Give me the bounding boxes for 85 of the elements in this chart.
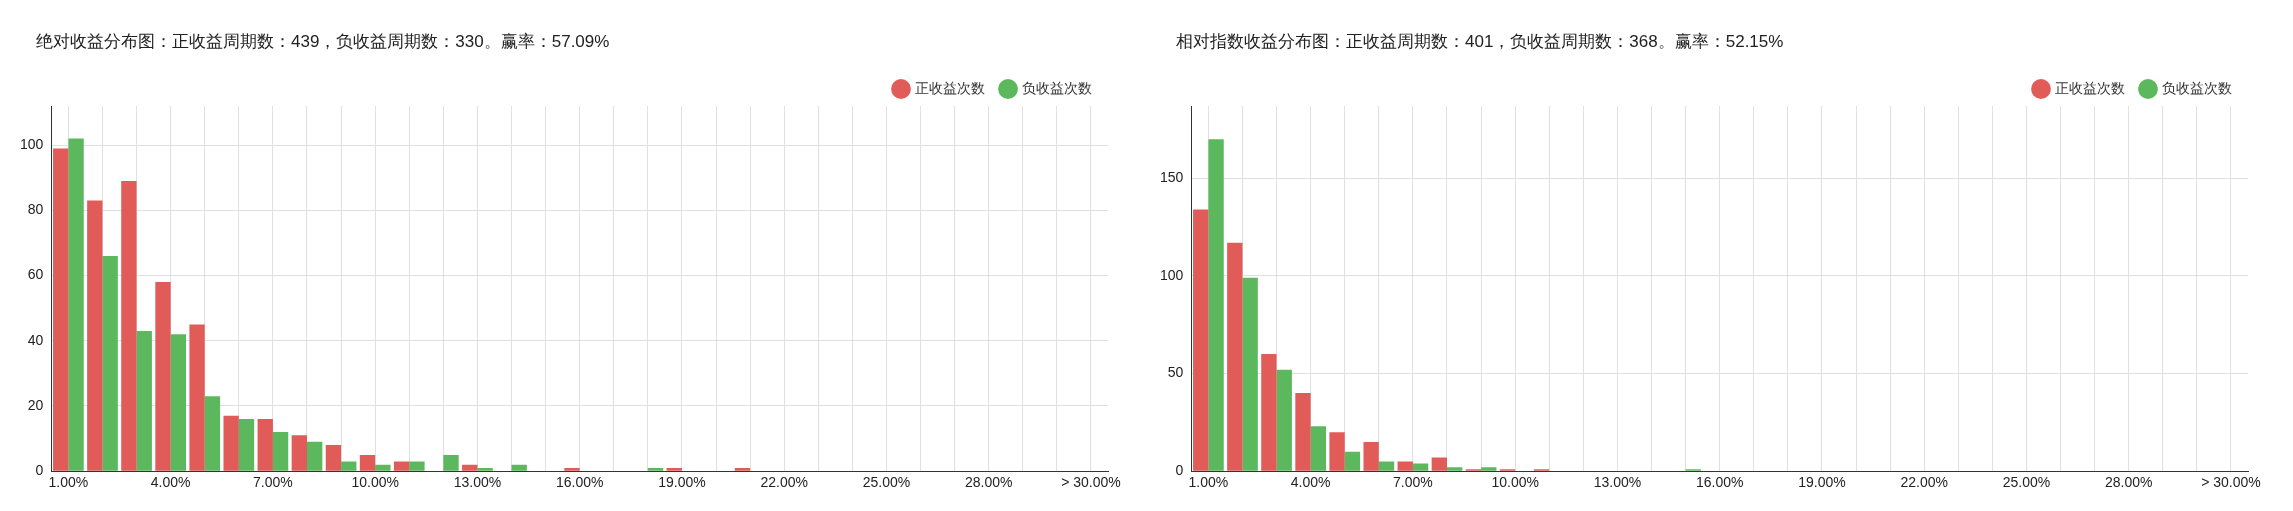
bar: [511, 464, 527, 471]
x-tick-label: 4.00%: [1290, 474, 1331, 491]
x-tick-label: > 30.00%: [2201, 474, 2261, 491]
x-tick-label: 7.00%: [1393, 474, 1433, 491]
x-tick-label: 4.00%: [150, 474, 191, 491]
bar: [1481, 467, 1497, 471]
bar: [87, 200, 103, 471]
bar: [155, 282, 171, 471]
y-tick-label: 50: [1167, 364, 1184, 381]
x-tick-label: 16.00%: [1695, 474, 1744, 491]
x-tick-label: 22.00%: [1900, 474, 1948, 491]
x-tick-label: 22.00%: [760, 474, 808, 491]
bar: [238, 419, 255, 471]
bar: [257, 419, 273, 471]
bar: [1276, 369, 1292, 471]
x-tick-label: 28.00%: [2104, 474, 2153, 491]
bar: [1431, 457, 1447, 471]
bar: [477, 467, 493, 471]
bar: [136, 330, 152, 471]
bar: [1208, 139, 1224, 471]
y-tick-label: 0: [35, 462, 44, 479]
y-tick-label: 80: [27, 201, 44, 218]
y-tick-label: 20: [27, 396, 44, 413]
bar: [1227, 242, 1243, 471]
x-tick-label: 13.00%: [1593, 474, 1642, 491]
bar: [341, 461, 357, 471]
y-tick-label: 100: [20, 135, 44, 152]
bar: [325, 445, 342, 471]
y-tick-label: 150: [1160, 169, 1184, 186]
x-tick-label: 7.00%: [253, 474, 293, 491]
y-tick-label: 60: [27, 266, 44, 283]
bar: [1242, 277, 1258, 471]
bar: [1447, 467, 1463, 471]
bar: [734, 467, 751, 471]
chart-title: 相对指数收益分布图：正收益周期数：401，负收益周期数：368。赢率：52.15%: [1175, 31, 1785, 53]
bar: [307, 441, 323, 471]
bar: [462, 464, 478, 471]
y-tick-label: 40: [27, 331, 44, 348]
bar: [393, 461, 410, 471]
bar: [647, 467, 664, 471]
bar: [1363, 441, 1379, 471]
bar: [1329, 432, 1345, 471]
x-tick-label: 13.00%: [453, 474, 502, 491]
bar: [1412, 463, 1429, 471]
x-tick-label: 25.00%: [2002, 474, 2051, 491]
bar: [375, 464, 391, 471]
bar: [1261, 354, 1277, 471]
x-tick-label: 25.00%: [862, 474, 911, 491]
bar: [1310, 426, 1326, 471]
x-tick-label: 19.00%: [1798, 474, 1846, 491]
bar: [409, 461, 425, 471]
bar: [68, 138, 84, 471]
x-tick-label: 1.00%: [48, 474, 89, 491]
y-tick-label: 100: [1160, 266, 1184, 283]
bar: [189, 324, 205, 471]
bar: [291, 435, 307, 471]
bar: [1193, 209, 1209, 471]
x-tick-label: 16.00%: [555, 474, 604, 491]
bar: [121, 181, 137, 471]
x-tick-label: 10.00%: [351, 474, 399, 491]
bar: [443, 454, 459, 471]
x-tick-label: > 30.00%: [1061, 474, 1121, 491]
bar: [102, 255, 118, 471]
bar: [1378, 461, 1395, 471]
y-tick-label: 0: [1175, 462, 1184, 479]
bar: [53, 148, 69, 471]
chart-title: 绝对收益分布图：正收益周期数：439，负收益周期数：330。赢率：57.09%: [35, 31, 611, 53]
x-tick-label: 19.00%: [658, 474, 706, 491]
bar: [204, 396, 221, 471]
bar: [1344, 451, 1361, 471]
bar: [564, 467, 580, 471]
legend-label: 负收益次数: [2162, 79, 2232, 96]
legend-label: 正收益次数: [2055, 79, 2125, 96]
x-tick-label: 10.00%: [1491, 474, 1539, 491]
legend-label: 正收益次数: [915, 79, 985, 96]
bar: [1397, 461, 1413, 471]
x-tick-label: 28.00%: [964, 474, 1013, 491]
bar: [170, 334, 186, 471]
bar: [223, 415, 239, 471]
bar: [1295, 393, 1311, 471]
bar: [666, 467, 682, 471]
x-tick-label: 1.00%: [1188, 474, 1229, 491]
legend-label: 负收益次数: [1022, 79, 1092, 96]
bar: [359, 454, 376, 471]
bar: [272, 432, 289, 471]
